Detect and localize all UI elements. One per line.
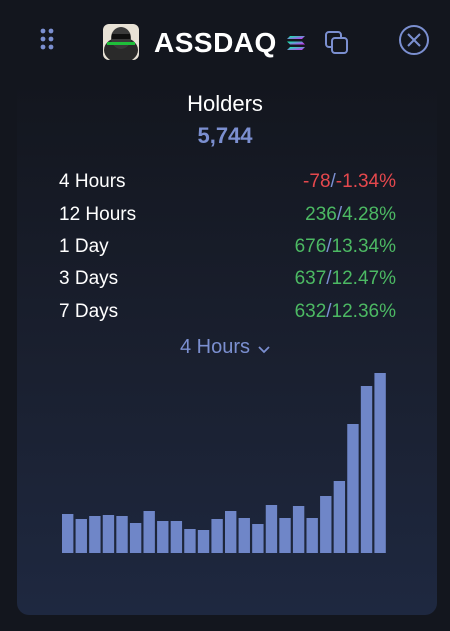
stat-label: 1 Day — [59, 235, 109, 257]
stat-separator: / — [326, 268, 332, 290]
stat-row-3-days: 3 Days 637/12.47% — [59, 263, 396, 295]
stat-percent: -1.34% — [335, 171, 396, 193]
chart-bar — [252, 524, 264, 553]
stat-value: 632/12.36% — [295, 301, 396, 323]
chart-bar — [306, 518, 318, 553]
stat-change: 676 — [294, 235, 327, 257]
stat-value: 637/12.47% — [295, 268, 396, 290]
stat-percent: 13.34% — [331, 235, 396, 257]
chart-bar — [170, 521, 183, 553]
stat-percent: 4.28% — [342, 203, 396, 225]
chart-bar — [75, 519, 87, 553]
chevron-down-icon — [258, 335, 270, 361]
stat-separator: / — [330, 171, 336, 193]
stat-separator: / — [336, 203, 343, 225]
stat-row-4-hours: 4 Hours -78/-1.34% — [59, 166, 396, 198]
token-name: ASSDAQ — [154, 27, 277, 58]
chart-bar — [347, 424, 359, 553]
period-select-value: 4 Hours — [179, 336, 251, 358]
stat-change: 637 — [294, 268, 327, 290]
chart-bar — [225, 511, 237, 553]
stat-label: 3 Days — [59, 268, 119, 290]
stat-label: 7 Days — [59, 300, 119, 322]
chart-bar — [62, 514, 74, 553]
chart-bar — [238, 518, 250, 553]
stat-value: 676/13.34% — [295, 236, 396, 258]
period-select[interactable]: 4 Hours — [0, 334, 450, 361]
close-button[interactable] — [398, 24, 430, 56]
chart-bar — [184, 529, 196, 553]
chart-bar — [211, 519, 223, 553]
stat-change: -78 — [303, 171, 331, 193]
chart-bar — [374, 373, 386, 553]
stat-percent: 12.36% — [331, 300, 396, 322]
chart-bar — [279, 518, 291, 553]
holders-title: Holders — [187, 91, 263, 116]
chart-bar — [360, 386, 373, 553]
stat-value: -78/-1.34% — [303, 171, 396, 193]
stat-label: 4 Hours — [59, 171, 126, 193]
token-logo — [103, 24, 139, 60]
holders-count: 5,744 — [197, 123, 253, 148]
stat-change: 236 — [305, 203, 337, 225]
stat-row-12-hours: 12 Hours 236/4.28% — [59, 198, 396, 230]
chart-bar — [320, 496, 332, 553]
copy-icon — [325, 31, 348, 54]
chart-bar — [157, 521, 169, 553]
solana-icon — [286, 35, 306, 51]
copy-button[interactable] — [324, 30, 350, 56]
stat-percent: 12.47% — [331, 268, 396, 290]
holder-change-list: 4 Hours -78/-1.34% 12 Hours 236/4.28% 1 … — [59, 166, 396, 328]
close-icon — [399, 25, 429, 55]
chart-bar — [333, 481, 346, 553]
chart-bar — [197, 530, 210, 553]
chart-bar — [129, 523, 142, 553]
holders-bar-chart — [62, 373, 386, 553]
stat-row-7-days: 7 Days 632/12.36% — [59, 296, 396, 328]
stat-row-1-day: 1 Day 676/13.34% — [59, 231, 396, 263]
stat-separator: / — [326, 300, 332, 322]
stat-separator: / — [326, 235, 332, 257]
chart-bar — [292, 506, 305, 553]
stat-change: 632 — [294, 300, 327, 322]
chart-bar — [102, 515, 115, 553]
chart-bar — [116, 516, 128, 553]
chart-bar — [89, 516, 101, 553]
chart-bar — [143, 511, 155, 553]
drag-handle-icon[interactable] — [40, 28, 54, 52]
stat-label: 12 Hours — [59, 203, 137, 225]
chart-bar — [265, 505, 278, 553]
stat-value: 236/4.28% — [305, 204, 396, 226]
